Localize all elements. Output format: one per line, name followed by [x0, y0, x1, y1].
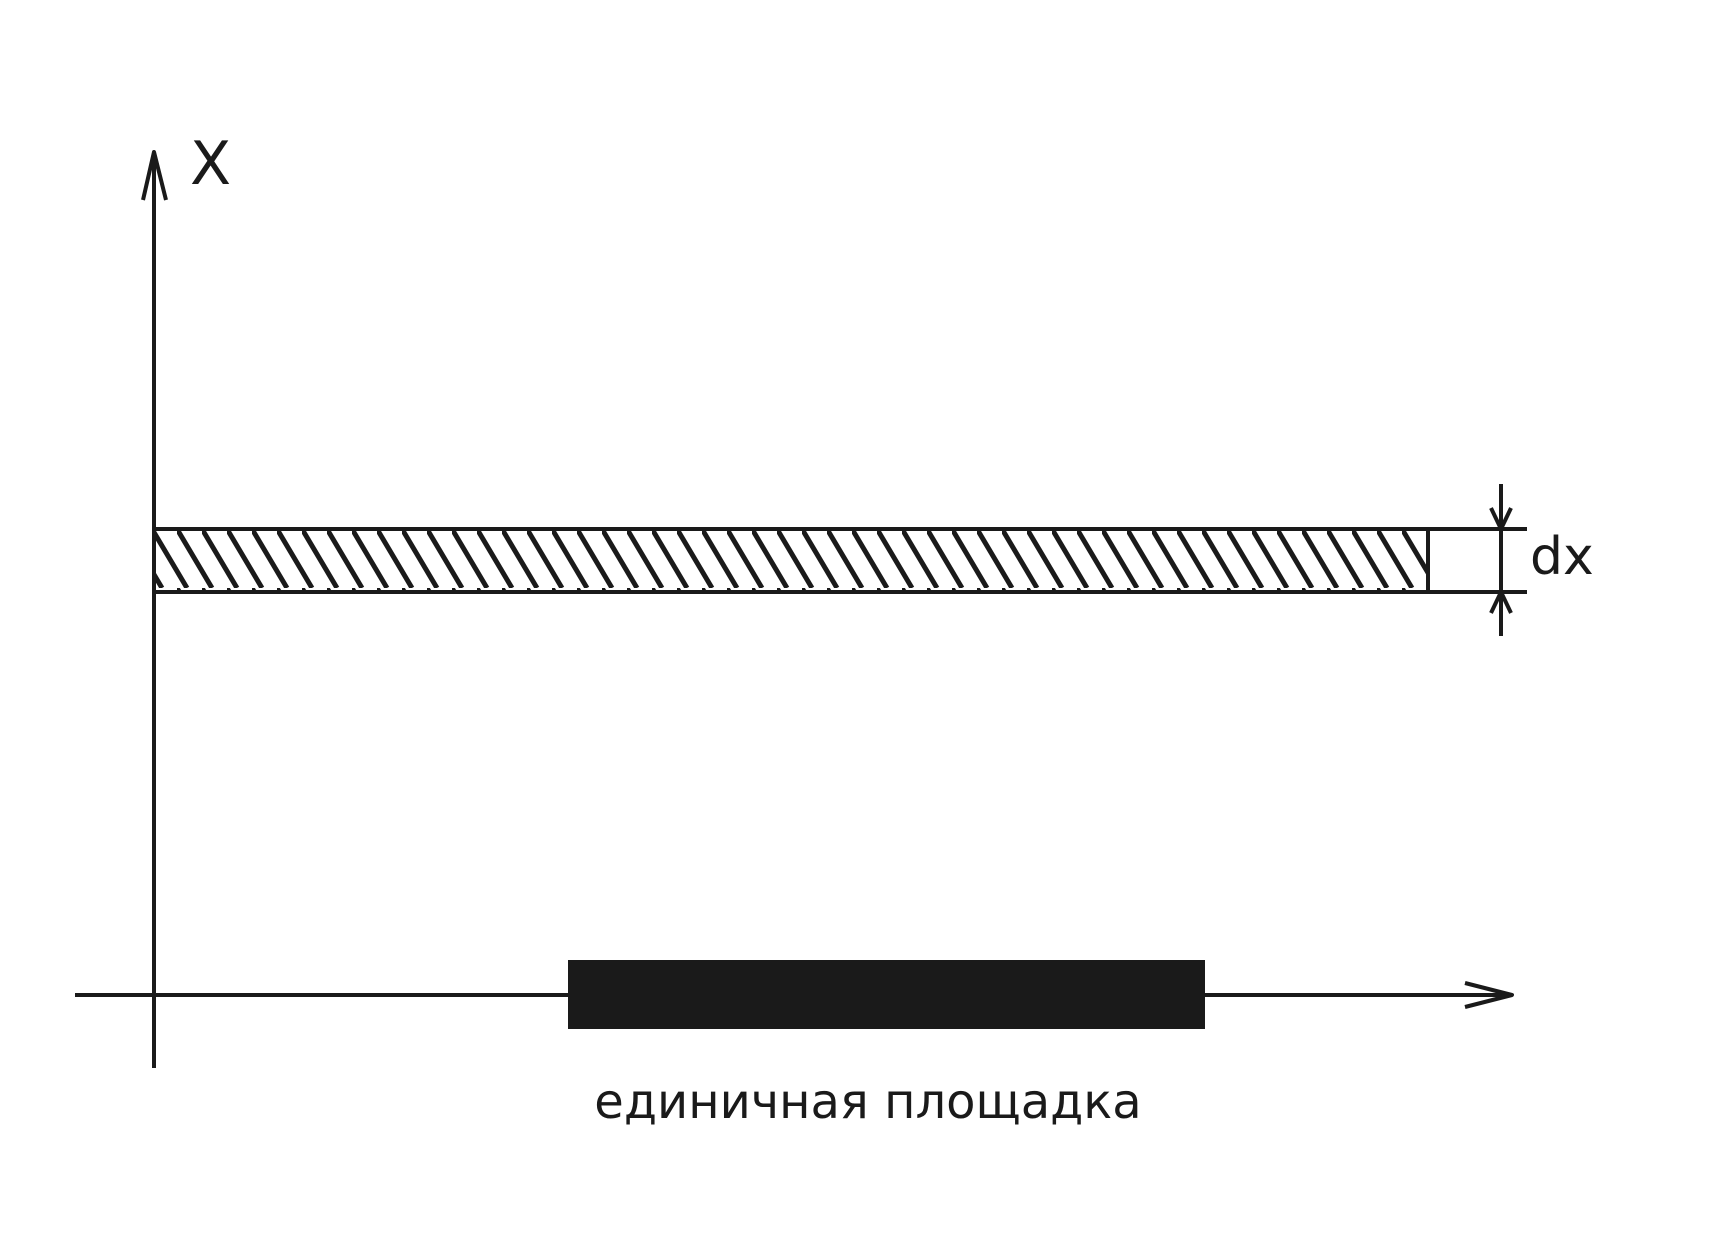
- dx-label: dx: [1530, 527, 1594, 587]
- hatched-strip: [154, 527, 1527, 594]
- dx-dimension-marker: [1489, 484, 1513, 636]
- unit-area-bar: [568, 960, 1205, 1029]
- vertical-axis: [141, 150, 168, 1068]
- y-axis-label: X: [190, 129, 231, 199]
- unit-area-caption: единичная площадка: [594, 1074, 1141, 1130]
